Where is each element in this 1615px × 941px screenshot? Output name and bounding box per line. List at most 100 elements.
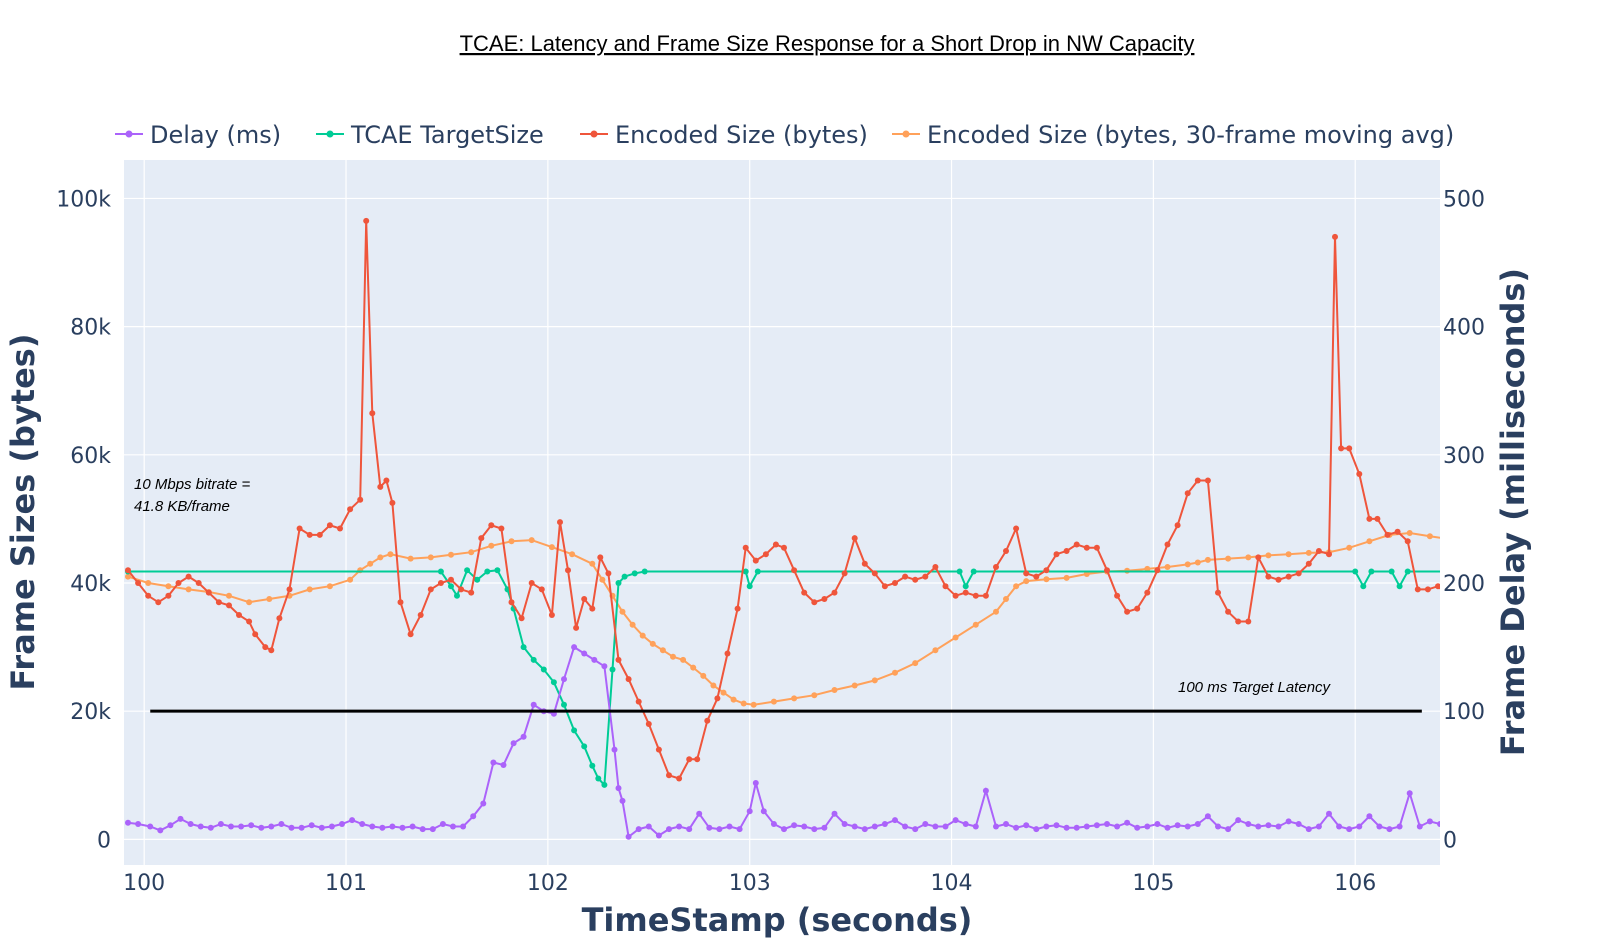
series-point <box>377 483 384 490</box>
series-point <box>1275 823 1282 830</box>
series-point <box>1265 552 1272 559</box>
series-point <box>1245 554 1252 561</box>
series-point <box>510 740 517 747</box>
series-point <box>205 589 212 596</box>
series-point <box>217 821 224 827</box>
series-point <box>1530 824 1536 830</box>
series-point <box>470 813 477 820</box>
series-point <box>615 656 622 663</box>
series-point <box>228 823 234 830</box>
series-point <box>1023 570 1030 577</box>
series-point <box>569 551 576 558</box>
series-point <box>1043 823 1050 830</box>
series-point <box>540 666 547 673</box>
series-line <box>127 645 1440 839</box>
series-point <box>1053 822 1060 829</box>
x-tick-label: 106 <box>1334 871 1376 896</box>
series-point <box>565 567 571 574</box>
series-point <box>1572 551 1578 557</box>
series-1 <box>125 567 1578 788</box>
series-point <box>387 551 394 558</box>
series-point <box>357 496 364 503</box>
series-point <box>831 589 838 596</box>
legend-item[interactable]: Delay (ms) <box>115 121 281 149</box>
series-point <box>659 647 666 654</box>
series-point <box>1386 826 1393 833</box>
legend-item[interactable]: Encoded Size (bytes, 30-frame moving avg… <box>892 121 1454 149</box>
series-point <box>1477 821 1483 827</box>
series-point <box>1564 808 1570 814</box>
series-point <box>1338 445 1345 452</box>
series-point <box>871 823 878 830</box>
x-tick-label: 101 <box>325 871 367 896</box>
bitrate-note-line2: 41.8 KB/frame <box>134 498 230 515</box>
series-point <box>1572 569 1578 575</box>
chart-title: TCAE: Latency and Frame Size Response fo… <box>460 31 1195 56</box>
series-point <box>326 522 333 529</box>
series-point <box>1396 583 1403 590</box>
series-point <box>1406 790 1413 797</box>
series-point <box>383 477 390 484</box>
series-point <box>347 576 354 583</box>
series-point <box>601 781 608 788</box>
series-point <box>276 615 283 622</box>
series-point <box>328 823 335 830</box>
series-point <box>1235 817 1242 824</box>
series-point <box>1013 824 1020 831</box>
series-point <box>1043 576 1050 583</box>
series-point <box>714 695 721 702</box>
series-point <box>1144 565 1151 572</box>
series-point <box>427 586 434 593</box>
series-point <box>589 605 596 612</box>
series-point <box>500 762 507 768</box>
series-point <box>1467 824 1473 830</box>
series-point <box>993 608 999 615</box>
series-point <box>1368 568 1375 575</box>
series-point <box>811 692 818 699</box>
x-tick-label: 105 <box>1132 871 1174 896</box>
series-point <box>349 817 356 824</box>
series-point <box>248 822 255 829</box>
series-point <box>1285 551 1292 558</box>
series-point <box>437 580 444 586</box>
series-point <box>1204 813 1211 820</box>
series-point <box>1457 821 1463 827</box>
series-point <box>450 823 456 830</box>
series-point <box>1394 528 1401 535</box>
series-point <box>167 822 174 829</box>
series-point <box>1134 824 1141 831</box>
series-point <box>296 525 303 532</box>
series-point <box>1245 618 1252 625</box>
series-point <box>1396 823 1403 830</box>
series-point <box>666 772 672 779</box>
series-point <box>1384 531 1391 538</box>
series-point <box>881 583 888 590</box>
series-point <box>589 560 596 567</box>
series-point <box>1424 586 1431 593</box>
series-point <box>1356 471 1363 477</box>
series-point <box>871 570 878 577</box>
legend-item[interactable]: TCAE TargetSize <box>316 121 544 149</box>
series-point <box>458 586 465 593</box>
series-point <box>1366 538 1373 545</box>
series-point <box>1043 567 1050 574</box>
series-point <box>615 785 622 792</box>
series-point <box>1194 559 1201 566</box>
series-point <box>337 525 343 532</box>
series-point <box>1154 567 1161 574</box>
target-latency-label: 100 ms Target Latency <box>1178 679 1332 696</box>
series-point <box>811 826 818 833</box>
series-point <box>972 823 979 830</box>
series-point <box>561 676 567 683</box>
series-point <box>561 701 567 708</box>
series-point <box>730 696 737 703</box>
series-point <box>1013 525 1020 532</box>
series-point <box>631 570 638 577</box>
y-right-tick-label: 0 <box>1443 828 1457 853</box>
series-point <box>147 823 154 830</box>
series-point <box>740 700 747 707</box>
series-point <box>1003 821 1009 827</box>
series-point <box>851 682 858 689</box>
legend-item[interactable]: Encoded Size (bytes) <box>580 121 868 149</box>
series-point <box>1083 823 1090 830</box>
